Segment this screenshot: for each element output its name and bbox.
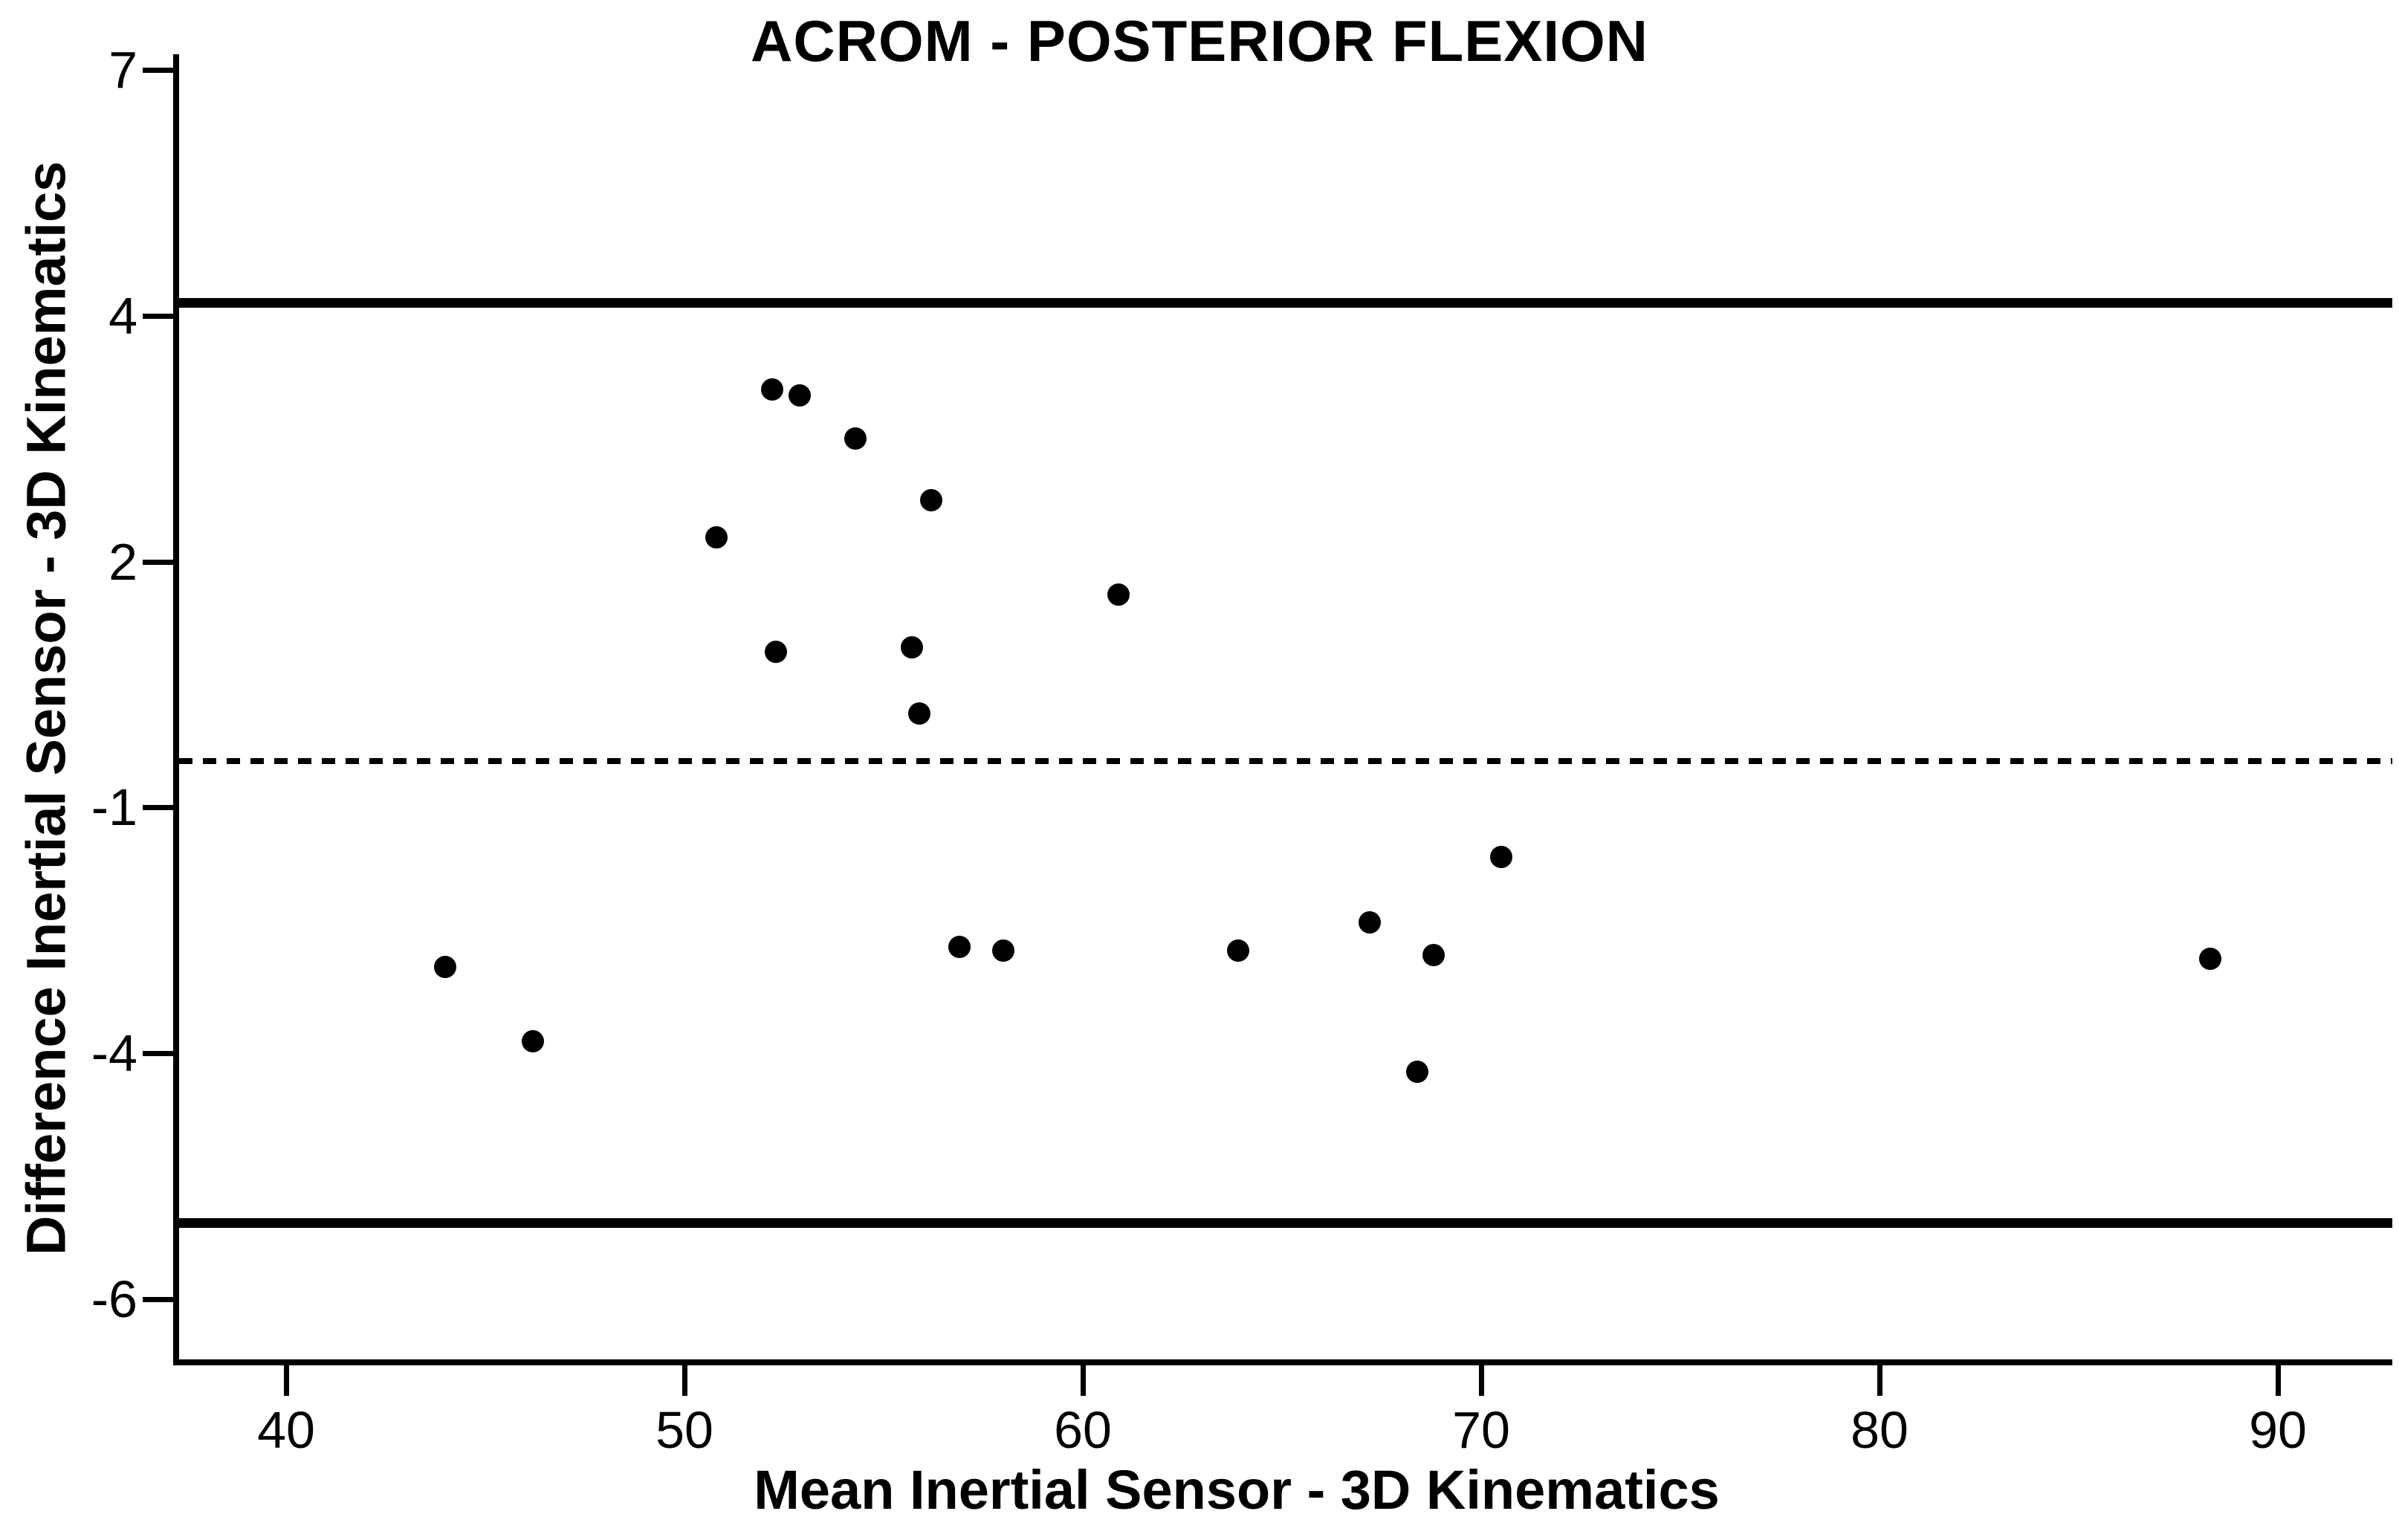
chart-title: ACROM - POSTERIOR FLEXION: [750, 8, 1649, 74]
y-tick-label: 2: [109, 532, 137, 591]
y-tick-mark: [143, 559, 176, 565]
upper-limit-of-agreement-line: [179, 297, 2392, 308]
x-tick-mark: [1479, 1362, 1484, 1396]
data-point: [1422, 943, 1445, 966]
y-tick-label: 7: [109, 41, 137, 99]
y-tick-label: -6: [91, 1270, 137, 1328]
data-point: [1406, 1061, 1429, 1083]
x-axis-title: Mean Inertial Sensor - 3D Kinematics: [754, 1459, 1720, 1521]
data-point: [1227, 939, 1250, 962]
y-tick-label: -1: [91, 778, 137, 837]
x-tick-label: 40: [257, 1401, 315, 1459]
x-tick-label: 50: [655, 1401, 713, 1459]
data-point: [844, 427, 867, 450]
data-point: [434, 956, 457, 979]
data-point: [765, 640, 788, 663]
data-point: [522, 1029, 545, 1052]
x-tick-label: 70: [1452, 1401, 1510, 1459]
y-tick-mark: [143, 313, 176, 319]
x-tick-label: 80: [1851, 1401, 1908, 1459]
data-point: [789, 384, 812, 407]
x-tick-mark: [1877, 1362, 1882, 1396]
y-tick-label: 4: [109, 286, 137, 345]
x-tick-mark: [1081, 1362, 1086, 1396]
data-point: [991, 939, 1014, 962]
y-tick-mark: [143, 805, 176, 811]
data-point: [900, 636, 923, 659]
x-tick-label: 90: [2249, 1401, 2307, 1459]
x-axis-line: [173, 1359, 2392, 1365]
y-axis-line: [173, 54, 179, 1365]
x-tick-label: 60: [1054, 1401, 1112, 1459]
data-point: [920, 488, 943, 511]
lower-limit-of-agreement-line: [179, 1217, 2392, 1228]
data-point: [1107, 583, 1130, 606]
data-point: [1358, 910, 1381, 934]
data-point: [1489, 845, 1512, 868]
y-tick-label: -4: [91, 1024, 137, 1083]
data-point: [760, 378, 783, 401]
data-point: [908, 702, 931, 725]
data-point: [705, 525, 728, 549]
y-tick-mark: [143, 1051, 176, 1057]
data-point: [2198, 948, 2221, 971]
x-tick-mark: [682, 1362, 687, 1396]
mean-difference-line: [179, 757, 2392, 764]
x-tick-mark: [2276, 1362, 2281, 1396]
y-tick-mark: [143, 1297, 176, 1302]
data-point: [948, 935, 971, 958]
x-tick-mark: [284, 1362, 289, 1396]
y-tick-mark: [143, 68, 176, 73]
